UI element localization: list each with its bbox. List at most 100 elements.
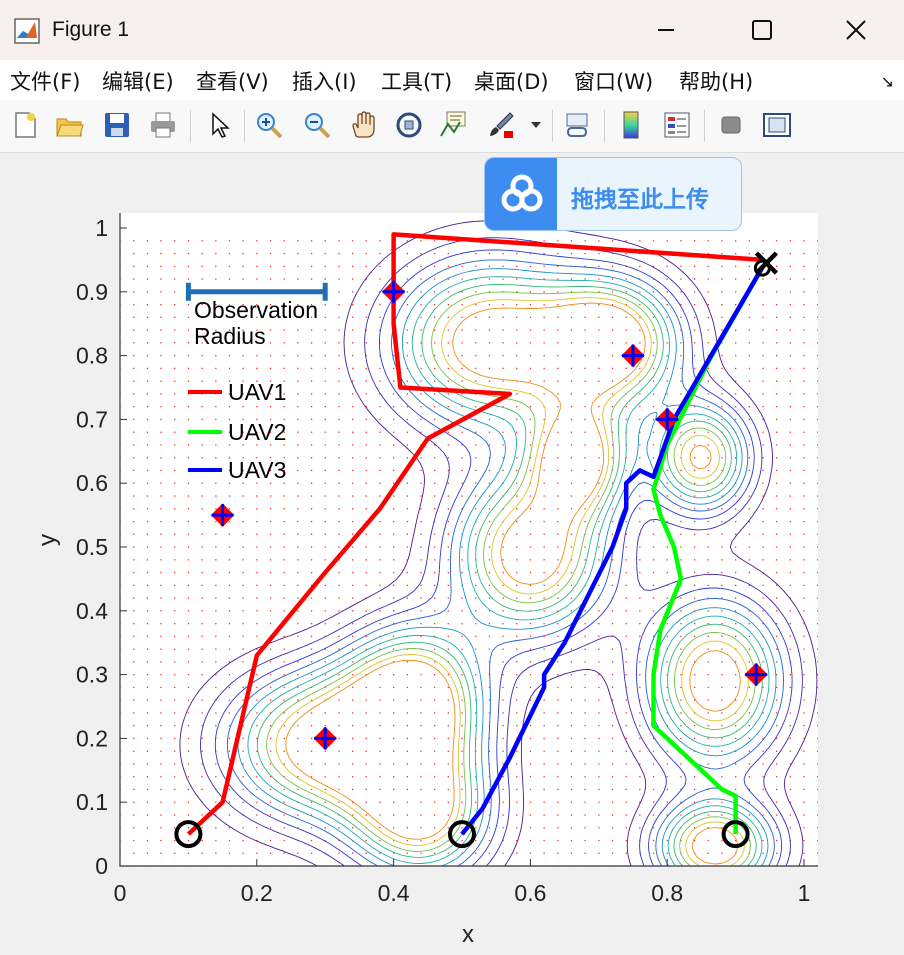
grid-dot: [694, 814, 696, 816]
grid-dot: [242, 686, 244, 689]
grid-dot: [242, 431, 244, 433]
grid-dot: [502, 712, 504, 714]
menu-help[interactable]: 帮助(H): [679, 70, 754, 94]
grid-dot: [789, 520, 791, 523]
grid-dot: [776, 571, 778, 574]
grid-dot: [420, 597, 422, 599]
grid-dot: [447, 814, 449, 816]
grid-dot: [502, 699, 504, 701]
grid-dot: [707, 546, 709, 548]
grid-dot: [488, 814, 491, 816]
grid-dot: [406, 559, 408, 561]
y-tick-label: 0.1: [76, 789, 108, 815]
grid-dot: [201, 444, 203, 446]
grid-dot: [543, 839, 545, 842]
grid-dot: [776, 508, 778, 510]
grid-dot: [338, 508, 340, 510]
grid-dot: [776, 265, 778, 267]
grid-dot: [461, 329, 463, 331]
grid-dot: [831, 802, 832, 803]
grid-dot: [215, 725, 217, 727]
grid-dot: [694, 469, 696, 472]
zoom-out-button[interactable]: [300, 108, 334, 142]
grid-dot: [228, 597, 231, 599]
menu-window[interactable]: 窗口(W): [574, 70, 654, 94]
pan-button[interactable]: [346, 108, 380, 142]
grid-dot: [338, 278, 340, 280]
grid-dot: [831, 687, 832, 688]
menu-tools[interactable]: 工具(T): [381, 70, 453, 94]
grid-dot: [338, 584, 340, 586]
legend-button[interactable]: [660, 108, 694, 142]
grid-dot: [406, 571, 408, 574]
grid-dot: [434, 597, 436, 599]
print-button[interactable]: [146, 108, 180, 142]
grid-dot: [707, 712, 709, 714]
grid-dot: [625, 635, 627, 637]
grid-dot: [502, 827, 504, 829]
grid-dot: [557, 393, 559, 395]
menu-desktop[interactable]: 桌面(D): [474, 70, 549, 94]
new-figure-button[interactable]: [8, 108, 42, 142]
menu-insert[interactable]: 插入(I): [292, 70, 357, 94]
open-file-button[interactable]: [52, 108, 86, 142]
link-plot-button[interactable]: [560, 108, 594, 142]
grid-dot: [639, 699, 641, 701]
grid-dot: [365, 814, 367, 816]
upload-overlay[interactable]: 拖拽至此上传: [484, 157, 742, 231]
grid-dot: [488, 559, 491, 561]
grid-dot: [228, 444, 231, 446]
brush-icon: [490, 112, 514, 138]
grid-dot: [228, 737, 231, 740]
grid-dot: [283, 316, 285, 318]
grid-dot: [228, 316, 231, 318]
grid-dot: [461, 852, 463, 854]
grid-dot: [283, 380, 285, 382]
zoom-in-button[interactable]: [252, 108, 286, 142]
grid-dot: [146, 610, 149, 612]
grid-dot: [789, 291, 791, 293]
grid-dot: [174, 291, 176, 293]
menu-file[interactable]: 文件(F): [10, 70, 81, 94]
rotate-3d-button[interactable]: [392, 108, 426, 142]
contour-line: [256, 283, 763, 866]
menu-view[interactable]: 查看(V): [196, 70, 269, 94]
grid-dot: [187, 252, 190, 255]
brush-dropdown-button[interactable]: [526, 108, 546, 142]
grid-dot: [406, 750, 408, 752]
grid-dot: [762, 623, 764, 625]
menu-edit[interactable]: 编辑(E): [102, 70, 174, 94]
select-pointer-button[interactable]: [202, 108, 236, 142]
brush-button[interactable]: [484, 108, 518, 142]
grid-dot: [598, 712, 600, 714]
y-tick-label: 0.3: [76, 662, 108, 688]
grid-dot: [146, 725, 149, 727]
grid-dot: [488, 776, 491, 778]
maximize-button[interactable]: [732, 10, 792, 50]
save-button[interactable]: [100, 108, 134, 142]
grid-dot: [160, 559, 162, 561]
grid-dot: [529, 674, 532, 676]
grid-dot: [639, 380, 641, 382]
colorbar-button[interactable]: [614, 108, 648, 142]
grid-dot: [776, 355, 778, 357]
grid-dot: [652, 814, 655, 816]
hide-plot-tools-button[interactable]: [714, 108, 748, 142]
grid-dot: [748, 355, 750, 357]
grid-dot: [352, 623, 354, 625]
dock-arrow-icon[interactable]: ↘: [880, 74, 894, 91]
grid-dot: [201, 737, 203, 740]
grid-dot: [570, 801, 573, 803]
grid-dot: [543, 725, 545, 727]
grid-dot: [215, 418, 217, 421]
grid-dot: [228, 546, 231, 548]
grid-dot: [365, 648, 367, 650]
minimize-button[interactable]: [636, 10, 696, 50]
grid-dot: [215, 304, 217, 306]
grid-dot: [611, 584, 614, 586]
show-plot-tools-button[interactable]: [760, 108, 794, 142]
data-cursor-button[interactable]: [436, 108, 470, 142]
close-button[interactable]: [826, 10, 886, 50]
grid-dot: [160, 482, 162, 484]
